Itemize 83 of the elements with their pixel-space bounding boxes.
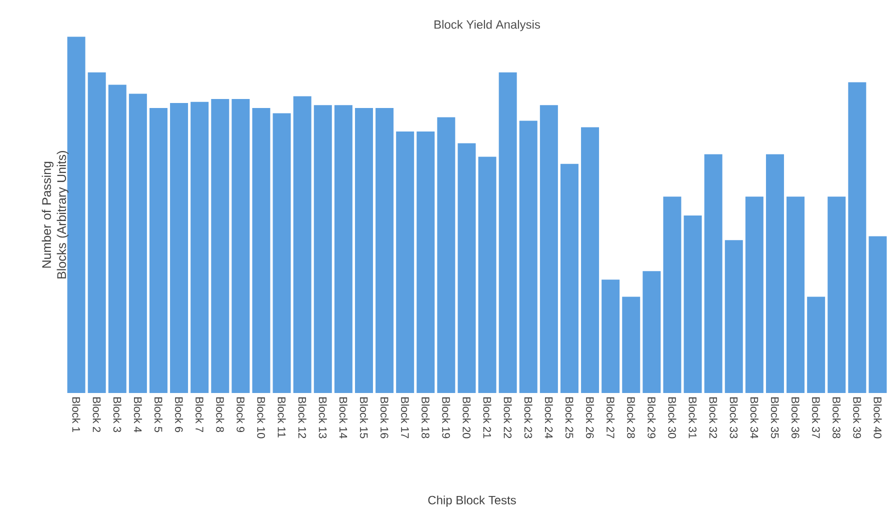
bar xyxy=(396,131,414,393)
x-tick-label: Block 8 xyxy=(216,397,224,432)
bar xyxy=(128,94,147,393)
x-tick-label: Block 35 xyxy=(770,397,780,438)
bar xyxy=(540,105,558,393)
x-tick-label: Block 20 xyxy=(462,397,471,438)
x-tick-label: Block 22 xyxy=(504,397,512,438)
bar xyxy=(149,108,168,393)
x-tick-label: Block 26 xyxy=(586,397,594,438)
x-tick-label: Block 23 xyxy=(524,397,532,438)
bar xyxy=(848,82,866,393)
x-tick-label: Block 12 xyxy=(298,397,306,438)
x-tick-label: Block 28 xyxy=(627,397,636,438)
x-tick-label: Block 27 xyxy=(606,397,615,438)
bar xyxy=(745,196,764,393)
x-tick-label: Block 31 xyxy=(688,397,697,438)
bar xyxy=(560,164,578,393)
x-tick-label: Block 33 xyxy=(730,397,738,438)
y-axis-title: Number of Passing Blocks (Arbitrary Units) xyxy=(42,151,68,278)
bar xyxy=(786,196,805,393)
bar xyxy=(478,156,496,393)
bar xyxy=(232,99,250,393)
x-tick-label: Block 5 xyxy=(154,397,163,432)
bar xyxy=(88,72,106,393)
bar xyxy=(314,105,332,393)
bar xyxy=(498,72,517,393)
bar xyxy=(211,99,230,393)
bar xyxy=(334,105,352,393)
bar xyxy=(663,196,682,393)
x-tick-label: Block 7 xyxy=(196,397,204,432)
bar xyxy=(190,102,209,393)
bar xyxy=(868,236,887,393)
x-tick-label: Block 14 xyxy=(339,397,348,438)
x-tick-label: Block 38 xyxy=(832,397,841,438)
bar xyxy=(807,296,826,393)
bar xyxy=(622,296,640,393)
x-tick-label: Block 21 xyxy=(483,397,492,438)
bar xyxy=(519,120,538,393)
x-tick-label: Block 40 xyxy=(874,397,882,438)
bar xyxy=(602,280,620,393)
x-tick-label: Block 25 xyxy=(565,397,574,438)
bar xyxy=(354,108,373,393)
x-tick-label: Block 11 xyxy=(278,397,286,438)
x-tick-label: Block 16 xyxy=(380,397,389,438)
bar xyxy=(272,113,291,393)
bar xyxy=(828,196,846,393)
x-tick-label: Block 2 xyxy=(92,397,101,432)
x-tick-label: Block 36 xyxy=(791,397,800,438)
x-tick-label: Block 3 xyxy=(113,397,122,432)
bar xyxy=(170,102,188,393)
x-tick-label: Block 24 xyxy=(544,397,553,438)
bar xyxy=(642,271,661,393)
x-tick-label: Block 30 xyxy=(668,397,676,438)
x-tick-label: Block 32 xyxy=(709,397,718,438)
x-tick-label: Block 37 xyxy=(812,397,820,438)
bar xyxy=(458,143,476,393)
x-tick-label: Block 13 xyxy=(318,397,327,438)
x-tick-label: Block 10 xyxy=(257,397,266,438)
bar xyxy=(684,216,702,393)
x-tick-label: Block 18 xyxy=(422,397,430,438)
chart-title: Block Yield Analysis xyxy=(434,20,540,32)
bar xyxy=(416,131,435,393)
bar xyxy=(376,108,394,393)
bar xyxy=(67,36,86,393)
x-tick-label: Block 15 xyxy=(360,397,368,438)
bar xyxy=(724,240,743,393)
bar xyxy=(293,96,312,393)
bar xyxy=(704,154,722,393)
bar xyxy=(766,154,784,393)
x-tick-label: Block 19 xyxy=(442,397,450,438)
x-tick-label: Block 1 xyxy=(72,397,80,432)
bar xyxy=(252,108,270,393)
x-tick-label: Block 39 xyxy=(853,397,862,438)
x-tick-label: Block 29 xyxy=(648,397,656,438)
x-tick-label: Block 34 xyxy=(750,397,758,438)
bar xyxy=(108,84,126,393)
bar xyxy=(437,117,456,393)
bar xyxy=(581,127,600,393)
x-tick-label: Block 9 xyxy=(236,397,245,432)
x-tick-label: Block 4 xyxy=(134,397,142,432)
x-tick-label: Block 6 xyxy=(174,397,184,432)
x-tick-label: Block 17 xyxy=(401,397,410,438)
x-axis-title: Chip Block Tests xyxy=(428,496,516,507)
